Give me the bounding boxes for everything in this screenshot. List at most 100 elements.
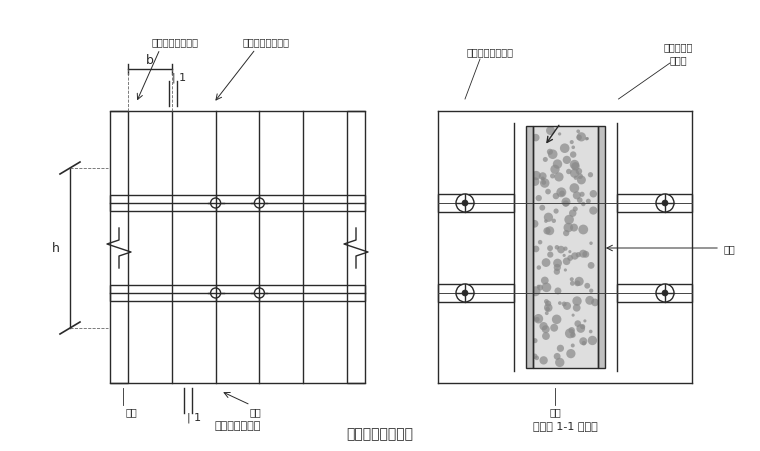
Circle shape [537, 266, 541, 270]
Circle shape [534, 314, 543, 324]
Text: 面板: 面板 [724, 244, 736, 253]
Circle shape [573, 304, 581, 312]
Circle shape [581, 202, 585, 207]
Circle shape [584, 320, 587, 323]
Circle shape [544, 304, 553, 312]
Text: | 1: | 1 [187, 412, 201, 422]
Circle shape [553, 160, 562, 169]
Circle shape [575, 321, 581, 327]
Circle shape [589, 242, 593, 245]
Circle shape [545, 227, 554, 236]
Circle shape [572, 314, 575, 317]
Circle shape [554, 173, 564, 182]
Bar [616, 285, 692, 302]
Circle shape [656, 285, 674, 302]
Circle shape [566, 170, 572, 175]
Circle shape [563, 302, 571, 310]
Circle shape [548, 150, 558, 160]
Circle shape [565, 215, 574, 225]
Circle shape [590, 191, 597, 198]
Circle shape [570, 277, 574, 282]
Circle shape [587, 336, 597, 345]
Circle shape [559, 191, 565, 197]
Circle shape [462, 201, 468, 207]
Circle shape [555, 358, 565, 367]
Circle shape [541, 180, 546, 185]
Circle shape [462, 290, 468, 296]
Circle shape [544, 299, 549, 304]
Circle shape [545, 189, 551, 195]
Circle shape [586, 138, 589, 141]
Text: 墙模板正立面图: 墙模板正立面图 [214, 420, 261, 430]
Circle shape [579, 337, 587, 345]
Circle shape [545, 301, 551, 307]
Bar [110, 196, 365, 212]
Circle shape [574, 176, 578, 180]
Circle shape [579, 250, 587, 258]
Circle shape [542, 326, 549, 333]
Circle shape [567, 255, 573, 261]
Circle shape [544, 213, 553, 222]
Circle shape [540, 322, 548, 331]
Circle shape [255, 288, 264, 299]
Circle shape [553, 193, 559, 200]
Circle shape [530, 287, 540, 297]
Circle shape [563, 223, 573, 233]
Circle shape [550, 174, 555, 179]
Circle shape [542, 332, 550, 340]
Circle shape [558, 302, 562, 305]
Circle shape [570, 332, 575, 338]
Circle shape [570, 161, 579, 170]
Circle shape [255, 198, 264, 208]
Circle shape [547, 252, 553, 258]
Circle shape [546, 307, 550, 312]
Circle shape [550, 324, 558, 332]
Circle shape [533, 246, 540, 253]
Circle shape [585, 296, 594, 305]
Circle shape [545, 312, 549, 315]
Circle shape [211, 288, 220, 299]
Circle shape [581, 341, 586, 345]
Circle shape [587, 262, 594, 269]
Circle shape [542, 258, 550, 267]
Circle shape [537, 285, 543, 291]
Bar [616, 194, 692, 212]
Circle shape [575, 281, 581, 287]
Text: b: b [146, 55, 154, 67]
Circle shape [570, 224, 578, 232]
Circle shape [560, 144, 569, 154]
Circle shape [578, 174, 583, 179]
Circle shape [564, 269, 567, 272]
Circle shape [568, 250, 572, 253]
Bar [438, 285, 514, 302]
Circle shape [575, 277, 584, 286]
Circle shape [562, 254, 565, 258]
Circle shape [553, 209, 559, 214]
Circle shape [578, 225, 588, 235]
Circle shape [656, 194, 674, 212]
Circle shape [584, 283, 591, 289]
Circle shape [550, 166, 559, 175]
Circle shape [530, 221, 538, 228]
Circle shape [582, 251, 589, 258]
Circle shape [555, 245, 559, 250]
Circle shape [570, 141, 574, 145]
Text: 螈栏: 螈栏 [549, 406, 561, 416]
Circle shape [533, 338, 537, 344]
Circle shape [573, 207, 578, 212]
Circle shape [565, 329, 575, 339]
Circle shape [530, 178, 540, 186]
Circle shape [537, 285, 540, 289]
Circle shape [563, 230, 569, 237]
Circle shape [662, 201, 668, 207]
Circle shape [577, 176, 586, 185]
Circle shape [544, 220, 548, 223]
Circle shape [570, 152, 576, 158]
Text: 主樊（图形锤管）: 主樊（图形锤管） [151, 37, 198, 47]
Circle shape [587, 173, 593, 178]
Circle shape [532, 134, 540, 142]
Circle shape [575, 253, 581, 258]
Circle shape [563, 258, 571, 266]
Circle shape [557, 246, 565, 254]
Circle shape [540, 177, 545, 181]
